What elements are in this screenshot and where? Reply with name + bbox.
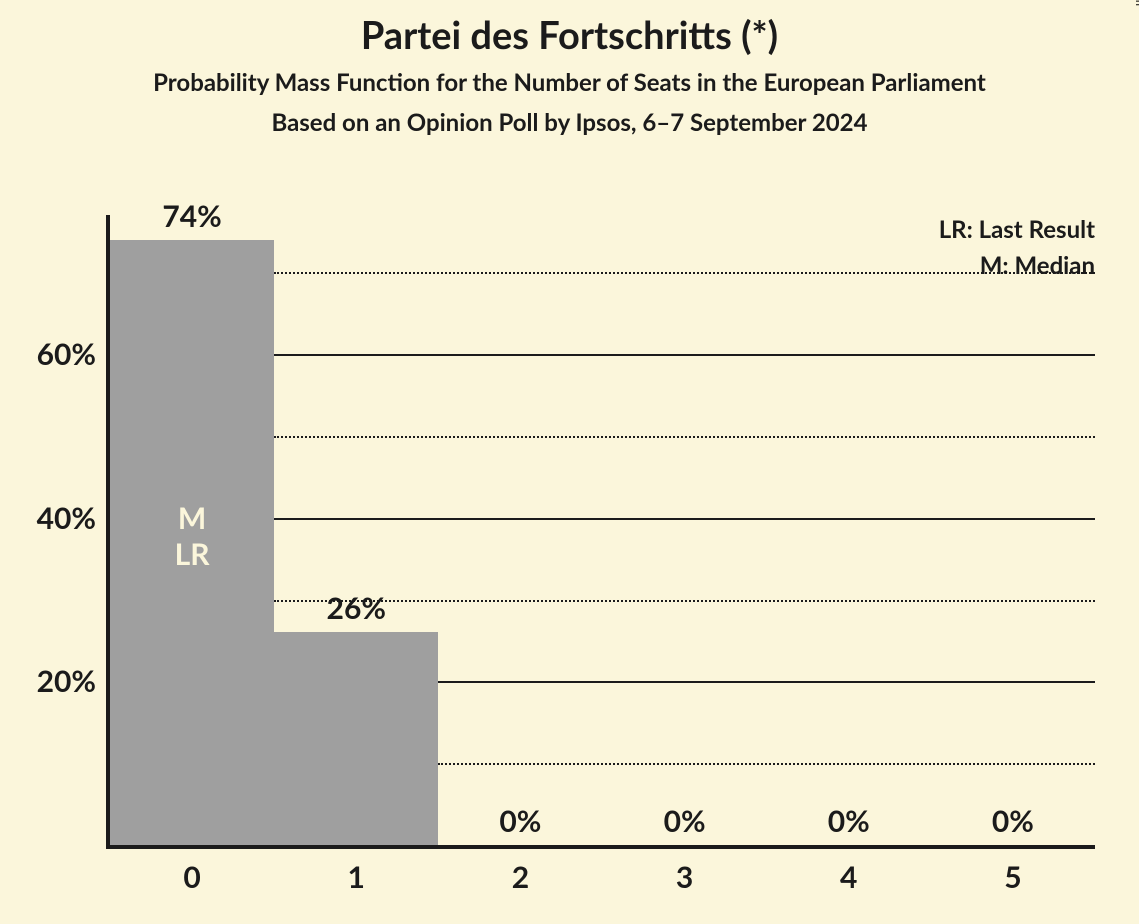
plot-area: 20%40%60%01234574%26%0%0%0%0%LR: Last Re…	[110, 215, 1095, 845]
x-tick-label: 1	[348, 845, 365, 895]
gridline-minor	[438, 763, 1095, 765]
y-tick-label: 40%	[37, 500, 110, 536]
chart-subtitle-2: Based on an Opinion Poll by Ipsos, 6–7 S…	[0, 108, 1139, 137]
bar-value-label: 0%	[828, 803, 870, 839]
legend-line: LR: Last Result	[939, 215, 1095, 244]
bar-value-label: 74%	[162, 198, 221, 234]
legend-line: M: Median	[980, 251, 1095, 280]
x-tick-label: 5	[1004, 845, 1021, 895]
gridline-major	[438, 681, 1095, 683]
bar-value-label: 0%	[499, 803, 541, 839]
x-tick-label: 0	[183, 845, 200, 895]
y-tick-label: 20%	[37, 663, 110, 699]
chart-title: Partei des Fortschritts (*)	[0, 12, 1139, 58]
gridline-minor	[274, 272, 1095, 274]
bar	[274, 632, 438, 845]
gridline-major	[274, 354, 1095, 356]
gridline-minor	[274, 436, 1095, 438]
gridline-major	[274, 518, 1095, 520]
chart-subtitle-1: Probability Mass Function for the Number…	[0, 68, 1139, 97]
x-tick-label: 3	[676, 845, 693, 895]
chart-canvas: © 2024 Filip van Laenen Partei des Forts…	[0, 0, 1139, 924]
gridline-minor	[274, 600, 1095, 602]
x-tick-label: 4	[840, 845, 857, 895]
median-lastresult-marker: MLR	[175, 500, 210, 572]
x-axis	[106, 845, 1095, 849]
y-tick-label: 60%	[37, 336, 110, 372]
bar-value-label: 26%	[327, 590, 386, 626]
bar-value-label: 0%	[992, 803, 1034, 839]
bar-value-label: 0%	[664, 803, 706, 839]
copyright-note: © 2024 Filip van Laenen	[1133, 0, 1139, 6]
x-tick-label: 2	[512, 845, 529, 895]
